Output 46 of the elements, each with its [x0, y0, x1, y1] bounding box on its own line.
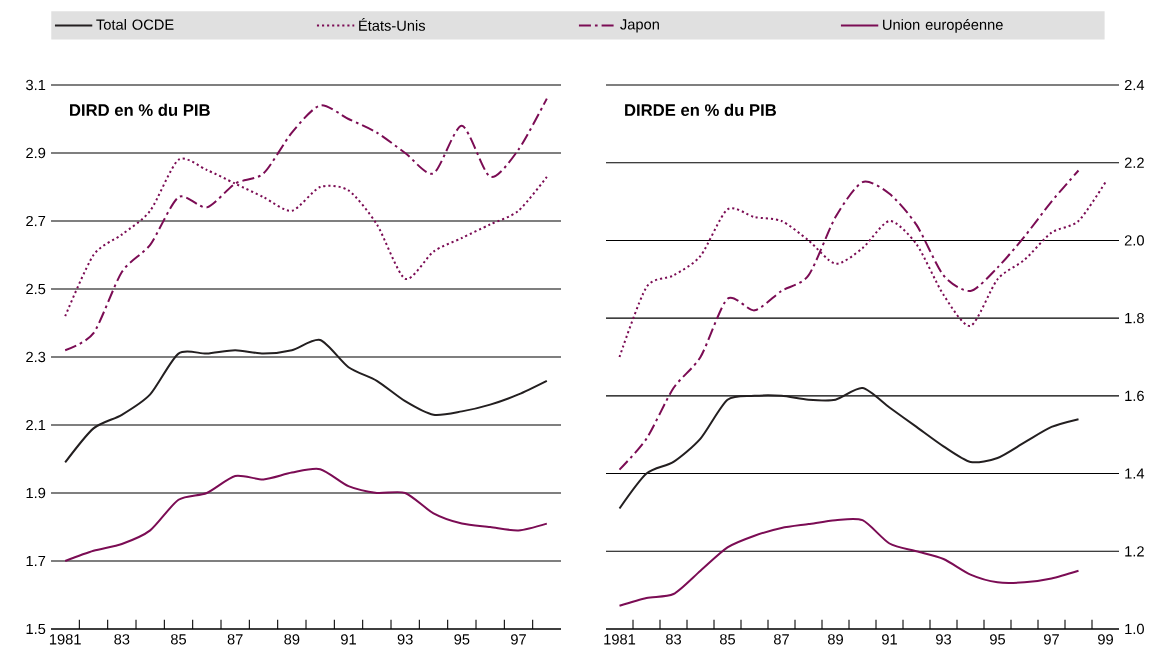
- y-tick-label: 2.3: [26, 351, 46, 363]
- y-tick-label: 1.8: [1125, 312, 1144, 324]
- x-tick-label: 97: [1044, 634, 1059, 645]
- x-tick-label: 91: [341, 634, 356, 645]
- line-series: [64, 338, 548, 464]
- x-tick-label: 83: [665, 634, 682, 645]
- text: DIRDE en % du PIB: [625, 103, 776, 116]
- x-tick-label: 95: [454, 634, 470, 645]
- x-tick-label: 85: [170, 634, 187, 645]
- y-tick-label: 1.0: [1125, 623, 1144, 635]
- y-tick-label: 1.2: [1125, 546, 1144, 557]
- y-tick-label: 1.5: [26, 623, 46, 635]
- line-series: [64, 97, 548, 352]
- x-tick-label: 93: [936, 634, 952, 645]
- y-tick-label: 2.0: [1124, 235, 1144, 246]
- y-tick-label: 1.4: [1125, 468, 1145, 479]
- y-tick-label: 3.1: [26, 79, 46, 91]
- x-tick-label: 89: [827, 634, 843, 645]
- legend-label: Japon: [620, 19, 659, 33]
- x-tick-label: 87: [773, 634, 789, 645]
- y-tick-label: 1.6: [1125, 390, 1144, 402]
- x-tick-label: 95: [990, 634, 1006, 645]
- legend-label: États-Unis: [359, 18, 426, 31]
- y-tick-label: 2.1: [26, 419, 46, 431]
- legend-label: Total OCDE: [96, 19, 174, 30]
- x-tick-label: 97: [511, 634, 526, 645]
- x-tick-label: 91: [882, 634, 897, 645]
- y-tick-label: 2.7: [26, 215, 46, 227]
- line-series: [64, 467, 548, 562]
- y-tick-label: 1.7: [26, 555, 46, 567]
- x-tick-label: 89: [284, 634, 300, 645]
- x-tick-label: 83: [114, 634, 130, 645]
- x-tick-label: 87: [227, 634, 243, 645]
- x-tick-label: 99: [1098, 634, 1113, 645]
- y-tick-label: 2.9: [26, 147, 46, 159]
- y-tick-label: 1.9: [26, 487, 46, 499]
- x-tick-label: 85: [719, 634, 736, 645]
- y-tick-label: 2.2: [1124, 157, 1144, 168]
- x-tick-label: 1981: [49, 634, 81, 645]
- y-tick-label: 2.4: [1124, 79, 1145, 91]
- x-tick-label: 1981: [604, 634, 636, 645]
- text: DIRD en % du PIB: [70, 103, 210, 116]
- line-series: [618, 387, 1080, 510]
- x-tick-label: 93: [397, 634, 413, 645]
- y-tick-label: 2.5: [26, 283, 46, 295]
- legend-label: Union européenne: [883, 18, 1003, 33]
